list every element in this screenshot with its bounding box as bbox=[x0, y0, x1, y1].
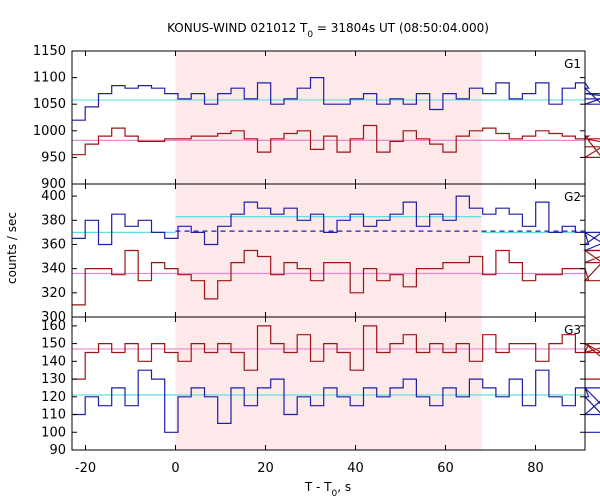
x-tick-label: -20 bbox=[75, 461, 96, 476]
y-tick-label: 400 bbox=[41, 189, 66, 204]
chart-title: KONUS-WIND 021012 T0 = 31804s UT (08:50:… bbox=[167, 21, 489, 40]
y-tick-label: 300 bbox=[41, 310, 66, 325]
x-tick-label: 60 bbox=[437, 461, 454, 476]
y-tick-label: 360 bbox=[41, 237, 66, 252]
panel-label: G2 bbox=[564, 190, 581, 204]
y-tick-label: 140 bbox=[41, 354, 66, 369]
series-blue-steps bbox=[72, 77, 600, 121]
series-red-steps bbox=[72, 249, 600, 306]
y-tick-label: 100 bbox=[41, 425, 66, 440]
y-tick-label: 120 bbox=[41, 390, 66, 405]
series-red-steps bbox=[72, 124, 600, 158]
y-tick-label: 130 bbox=[41, 372, 66, 387]
x-axis-title: T - T0, s bbox=[304, 480, 351, 499]
panel-label: G3 bbox=[564, 323, 581, 337]
interval-shade bbox=[175, 317, 482, 450]
y-tick-label: 380 bbox=[41, 213, 66, 228]
y-tick-label: 320 bbox=[41, 286, 66, 301]
x-tick-label: 0 bbox=[171, 461, 179, 476]
series-blue-steps bbox=[72, 195, 600, 252]
y-tick-label: 1150 bbox=[33, 44, 66, 59]
y-tick-label: 110 bbox=[41, 408, 66, 423]
y-axis-title: counts / sec bbox=[5, 212, 19, 284]
y-tick-label: 150 bbox=[41, 337, 66, 352]
series-blue-steps bbox=[72, 369, 600, 433]
y-tick-label: 340 bbox=[41, 262, 66, 277]
y-tick-label: 1100 bbox=[33, 71, 66, 86]
x-tick-label: 80 bbox=[527, 461, 544, 476]
y-tick-label: 1000 bbox=[33, 124, 66, 139]
plot-layer: 9009501000105011001150G13003203403603804… bbox=[33, 44, 600, 476]
y-tick-label: 1050 bbox=[33, 97, 66, 112]
interval-shade bbox=[175, 51, 482, 184]
y-tick-label: 900 bbox=[41, 177, 66, 192]
panel-frame bbox=[71, 316, 586, 451]
interval-shade bbox=[175, 184, 482, 317]
x-tick-label: 20 bbox=[257, 461, 274, 476]
y-tick-label: 950 bbox=[41, 150, 66, 165]
panel-label: G1 bbox=[564, 57, 581, 71]
y-tick-label: 160 bbox=[41, 319, 66, 334]
x-tick-label: 40 bbox=[347, 461, 364, 476]
series-red-steps bbox=[72, 325, 600, 380]
y-tick-label: 90 bbox=[49, 443, 66, 458]
